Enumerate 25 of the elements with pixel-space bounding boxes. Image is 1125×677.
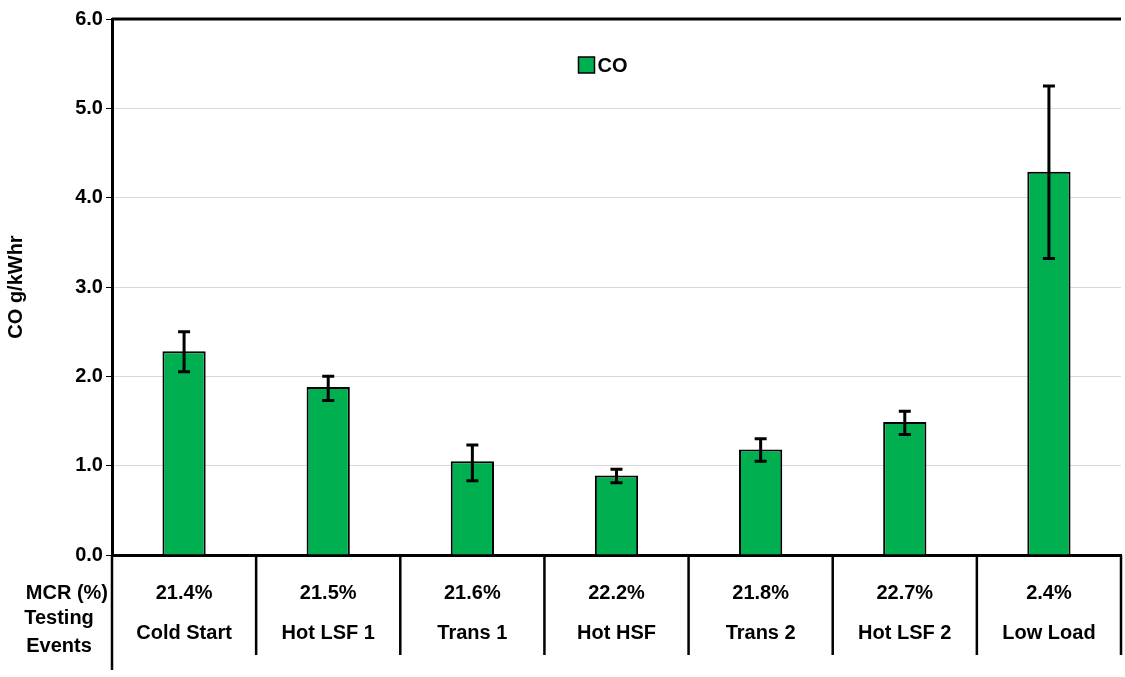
text: 21.8%	[732, 580, 790, 603]
legend-label: CO	[597, 53, 628, 76]
x-tick-label: Cold Start	[136, 620, 233, 643]
y-tick-label: 4.0	[75, 185, 103, 208]
x-axis-title: Testing Events	[24, 605, 94, 656]
y-tick-label: 3.0	[75, 274, 103, 297]
text: 21.4%	[155, 580, 213, 603]
text: 21.5%	[299, 580, 357, 603]
text: MCR (%)	[25, 580, 108, 603]
y-tick-label: 6.0	[75, 6, 103, 29]
x-tick-label: Low Load	[1002, 620, 1096, 643]
text: 21.6%	[444, 580, 501, 603]
text: 22.7%	[876, 580, 934, 603]
x-tick-label: Hot LSF 1	[281, 620, 375, 643]
x-tick-label: Hot HSF	[577, 620, 656, 643]
text: 22.2%	[588, 580, 646, 603]
y-tick-label: 1.0	[75, 453, 103, 476]
x-tick-label: Trans 1	[437, 620, 508, 643]
x-tick-label: Trans 2	[725, 620, 796, 643]
y-axis-title: CO g/kWhr	[3, 235, 26, 339]
text: 2.4%	[1026, 580, 1072, 603]
x-tick-label: Hot LSF 2	[858, 620, 952, 643]
y-tick-label: 5.0	[75, 95, 103, 118]
y-tick-label: 0.0	[75, 542, 103, 565]
y-tick-label: 2.0	[75, 363, 103, 386]
